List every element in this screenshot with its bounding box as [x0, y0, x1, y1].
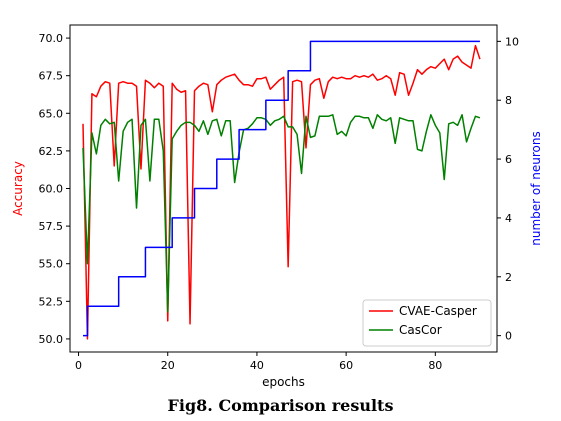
y-right-tick-label: 8 [505, 94, 512, 107]
legend: CVAE-Casper CasCor [363, 300, 491, 346]
y-axis-left: 50.0 52.5 55.0 57.5 60.0 62.5 65.0 67.5 70.0 [39, 32, 71, 346]
y-left-tick-label: 70.0 [39, 32, 64, 45]
y-axis-left-label: Accuracy [11, 161, 25, 216]
figure-caption: Fig8. Comparison results [0, 396, 561, 415]
x-tick-label: 60 [339, 359, 353, 372]
y-right-tick-label: 2 [505, 271, 512, 284]
y-axis-right: 0 2 4 6 8 10 [497, 35, 519, 342]
y-right-tick-label: 4 [505, 212, 512, 225]
x-tick-label: 40 [250, 359, 264, 372]
series-layer [83, 41, 480, 339]
y-left-tick-label: 67.5 [39, 70, 64, 83]
x-axis-label: epochs [262, 375, 305, 389]
x-tick-label: 80 [428, 359, 442, 372]
y-left-tick-label: 65.0 [39, 107, 64, 120]
x-axis: 0 20 40 60 80 [75, 352, 442, 372]
y-left-tick-label: 50.0 [39, 333, 64, 346]
y-left-tick-label: 62.5 [39, 145, 64, 158]
legend-label: CVAE-Casper [399, 304, 477, 318]
series-line-neurons [83, 41, 480, 335]
y-left-tick-label: 60.0 [39, 183, 64, 196]
series-line-cvae-casper [83, 46, 480, 339]
y-left-tick-label: 52.5 [39, 295, 64, 308]
x-tick-label: 0 [75, 359, 82, 372]
legend-label: CasCor [399, 323, 442, 337]
y-left-tick-label: 57.5 [39, 220, 64, 233]
x-tick-label: 20 [161, 359, 175, 372]
y-right-tick-label: 6 [505, 153, 512, 166]
y-left-tick-label: 55.0 [39, 258, 64, 271]
y-right-tick-label: 10 [505, 35, 519, 48]
y-axis-right-label: number of neurons [529, 131, 543, 246]
y-right-tick-label: 0 [505, 330, 512, 343]
comparison-chart: 0 20 40 60 80 50.052.555.057.560.062.565.067… [0, 0, 561, 392]
